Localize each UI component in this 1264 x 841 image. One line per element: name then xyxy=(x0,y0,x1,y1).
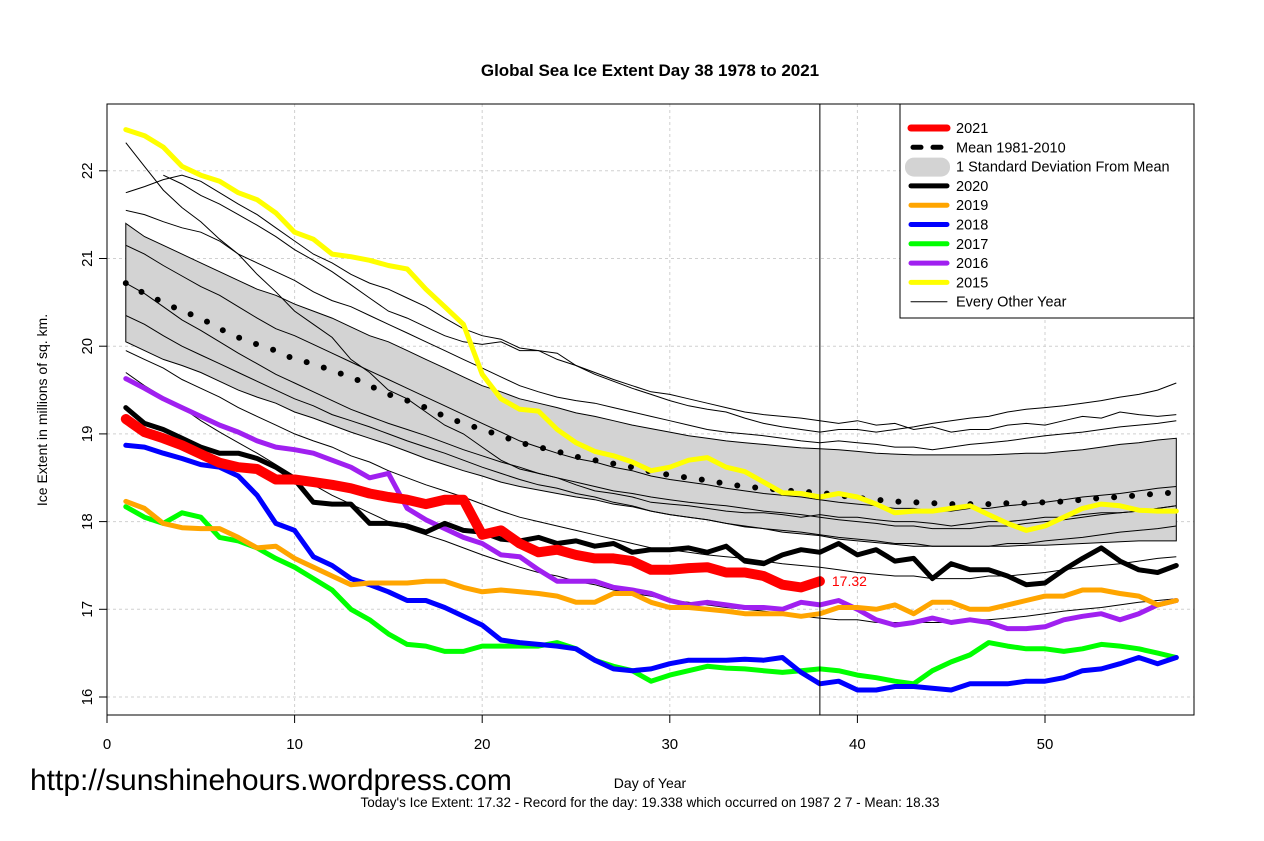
legend-item: Every Other Year xyxy=(910,295,1067,311)
series-2021-line xyxy=(120,414,825,593)
legend-label: 2015 xyxy=(956,275,988,291)
y-tick-label: 17 xyxy=(79,601,96,618)
legend-item: Mean 1981-2010 xyxy=(910,140,1066,156)
y-tick-label: 19 xyxy=(79,426,96,443)
x-axis: 0 10 20 30 40 50 xyxy=(103,715,1054,753)
series-2019-line xyxy=(123,498,1179,619)
legend-box xyxy=(899,103,1195,319)
y-tick-label: 20 xyxy=(79,338,96,355)
other-year-line xyxy=(125,244,1177,512)
legend-label: 2018 xyxy=(956,218,988,234)
y-axis: 16 17 18 19 20 21 22 xyxy=(79,162,107,705)
x-axis-title: Day of Year xyxy=(614,775,687,791)
y-tick-label: 16 xyxy=(79,689,96,706)
other-year-line xyxy=(125,209,1177,451)
legend-label: Every Other Year xyxy=(956,295,1067,311)
series-layer xyxy=(120,127,1179,693)
other-year-line xyxy=(125,174,1177,433)
legend: 2021 Mean 1981-2010 1 Standard Deviation F… xyxy=(899,103,1195,319)
other-year-line xyxy=(125,282,1177,530)
current-day-layer: 17.32 xyxy=(819,104,867,715)
other-year-line xyxy=(125,315,1177,547)
legend-item: 2018 xyxy=(908,218,988,234)
other-years-layer xyxy=(125,142,1177,623)
y-tick-label: 21 xyxy=(79,250,96,267)
series-2016-line xyxy=(123,376,1179,632)
x-tick-label: 20 xyxy=(474,736,491,753)
x-tick-label: 50 xyxy=(1037,736,1054,753)
legend-label: 2016 xyxy=(956,256,988,272)
x-tick-label: 30 xyxy=(661,736,678,753)
legend-label: 2020 xyxy=(956,179,988,195)
current-value-label: 17.32 xyxy=(832,573,867,589)
legend-label: 2017 xyxy=(956,237,988,253)
legend-item: 2019 xyxy=(908,198,988,214)
std-deviation-band xyxy=(125,222,1177,547)
other-year-line xyxy=(163,174,1177,433)
legend-label: Mean 1981-2010 xyxy=(956,140,1066,156)
chart-title: Global Sea Ice Extent Day 38 1978 to 202… xyxy=(481,61,819,80)
watermark-url: http://sunshinehours.wordpress.com xyxy=(30,764,512,797)
series-2015-line xyxy=(123,127,1179,533)
legend-label: 2021 xyxy=(956,121,988,137)
y-axis-title: Ice Extent in millions of sq. km. xyxy=(34,314,50,506)
x-tick-label: 0 xyxy=(103,736,111,753)
legend-item: 1 Standard Deviation From Mean xyxy=(905,157,1170,177)
footer-summary: Today's Ice Extent: 17.32 - Record for t… xyxy=(361,795,940,810)
series-2017-line xyxy=(123,504,1179,687)
legend-item: 2021 xyxy=(907,121,988,137)
y-tick-label: 22 xyxy=(79,162,96,179)
x-tick-label: 40 xyxy=(849,736,866,753)
legend-label: 2019 xyxy=(956,198,988,214)
series-2018-line xyxy=(123,442,1179,693)
legend-item: 2016 xyxy=(908,256,988,272)
legend-swatch-band xyxy=(905,157,950,177)
series-2020-line xyxy=(123,405,1179,588)
legend-label: 1 Standard Deviation From Mean xyxy=(956,160,1170,176)
y-tick-label: 18 xyxy=(79,513,96,530)
legend-item: 2017 xyxy=(908,237,988,253)
x-tick-label: 10 xyxy=(286,736,303,753)
legend-item: 2015 xyxy=(908,275,988,291)
legend-item: 2020 xyxy=(908,179,988,195)
plot-frame xyxy=(106,103,1195,716)
std-band-layer xyxy=(125,222,1177,547)
